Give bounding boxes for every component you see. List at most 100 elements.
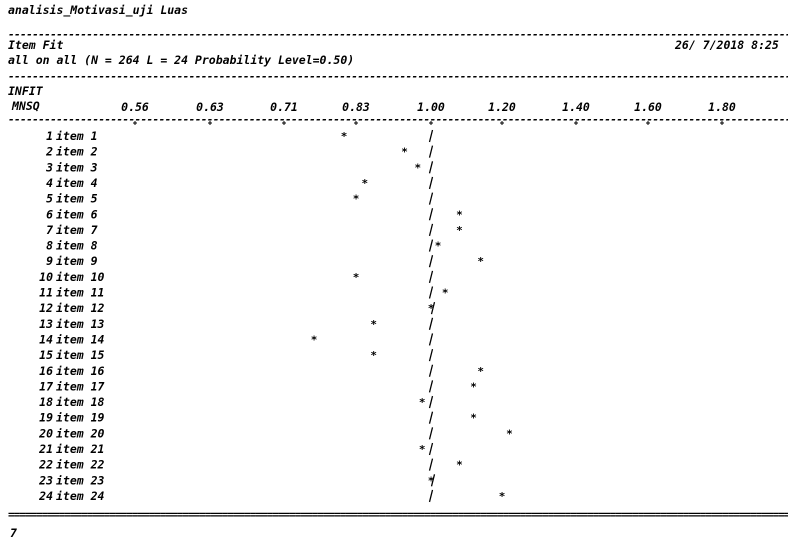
item-number: 14 (39, 332, 53, 346)
data-point: * (362, 177, 369, 190)
analysis-subtitle: all on all (N = 264 L = 24 Probability L… (8, 53, 355, 67)
section-title: Item Fit (8, 38, 64, 52)
item-label: item 17 (56, 379, 105, 393)
timestamp: 26/ 7/2018 8:25 (675, 38, 779, 52)
reference-mark (428, 395, 434, 409)
item-label: item 19 (56, 411, 105, 425)
data-point: * (456, 224, 463, 237)
item-label: item 2 (56, 145, 98, 159)
axis-rule: ----------------------------------------… (8, 115, 788, 125)
divider-top: ----------------------------------------… (8, 30, 788, 40)
data-point: * (477, 365, 484, 378)
item-label: item 6 (56, 207, 98, 221)
data-point: * (353, 271, 360, 284)
item-number: 20 (38, 426, 53, 440)
divider-bottom: ========================================… (8, 510, 788, 520)
item-label: item 16 (56, 364, 105, 378)
item-label: item 1 (56, 129, 98, 143)
reference-mark (428, 380, 434, 393)
item-number: 7 (46, 223, 53, 237)
item-number: 23 (38, 473, 53, 487)
tick-label: 1.20 (488, 100, 516, 114)
reference-mark (428, 333, 434, 346)
data-point: * (470, 412, 477, 425)
item-number: 16 (39, 364, 53, 378)
tick-label: 0.56 (121, 100, 149, 114)
tick-label: 0.71 (270, 100, 298, 114)
reference-mark (428, 270, 434, 284)
tick-label: 1.80 (708, 100, 736, 114)
data-point: * (477, 255, 484, 268)
item-label: item 18 (56, 395, 105, 409)
reference-mark (428, 176, 434, 190)
item-number: 10 (39, 270, 53, 284)
data-point: * (456, 459, 463, 472)
reference-mark (428, 489, 434, 503)
item-number: 15 (39, 348, 53, 362)
tick-label: 0.63 (196, 100, 224, 114)
item-number: 11 (39, 286, 53, 300)
item-label: item 24 (56, 489, 105, 503)
reference-mark (428, 317, 434, 330)
reference-mark (428, 458, 434, 471)
data-point: * (435, 240, 442, 253)
reference-mark (428, 442, 434, 456)
item-number: 13 (39, 317, 53, 331)
data-point: * (401, 146, 408, 159)
item-number: 2 (45, 145, 53, 159)
unit-label: MNSQ (12, 99, 40, 113)
data-point: * (419, 396, 426, 409)
reference-mark (428, 145, 434, 158)
item-label: item 4 (56, 176, 98, 190)
reference-mark (428, 161, 434, 174)
item-label: item 20 (56, 426, 105, 440)
item-label: item 13 (56, 317, 105, 331)
data-point: * (341, 130, 348, 143)
data-point: * (506, 427, 513, 440)
reference-mark (428, 223, 434, 237)
item-label: item 21 (56, 442, 104, 456)
data-point: * (499, 490, 506, 503)
item-number: 1 (46, 129, 53, 143)
tick-label: 1.40 (562, 100, 590, 114)
data-point: * (370, 318, 377, 331)
item-number: 12 (39, 301, 53, 315)
reference-mark (428, 286, 434, 299)
reference-mark (428, 364, 434, 377)
item-label: item 15 (56, 348, 105, 362)
tick-label: 0.83 (342, 100, 370, 114)
item-number: 5 (46, 192, 53, 206)
reference-mark (428, 427, 434, 440)
item-label: item 14 (56, 332, 105, 346)
item-label: item 5 (56, 192, 98, 206)
reference-mark (430, 474, 436, 487)
data-point: * (428, 474, 435, 487)
data-point: * (456, 208, 463, 221)
item-number: 18 (39, 395, 53, 409)
item-number: 8 (46, 239, 53, 253)
item-number: 21 (38, 442, 53, 456)
data-point: * (470, 380, 477, 393)
item-label: item 11 (56, 286, 104, 300)
data-point: * (353, 193, 360, 206)
item-number: 24 (38, 489, 53, 503)
item-label: item 23 (56, 473, 105, 487)
data-point: * (419, 443, 426, 456)
item-number: 19 (39, 411, 53, 425)
divider-mid: ----------------------------------------… (8, 72, 788, 82)
item-number: 17 (39, 379, 53, 393)
reference-mark (428, 255, 434, 268)
item-label: item 9 (56, 254, 98, 268)
data-point: * (428, 302, 435, 315)
reference-mark (428, 348, 434, 362)
data-point: * (414, 161, 421, 174)
reference-mark (428, 192, 434, 205)
item-label: item 8 (56, 239, 98, 253)
tick-label: 1.60 (634, 100, 662, 114)
data-point: * (311, 333, 318, 346)
item-number: 9 (46, 254, 53, 268)
report-title: analisis_Motivasi_uji Luas (8, 3, 189, 17)
item-label: item 7 (56, 223, 98, 237)
item-number: 22 (38, 458, 53, 472)
